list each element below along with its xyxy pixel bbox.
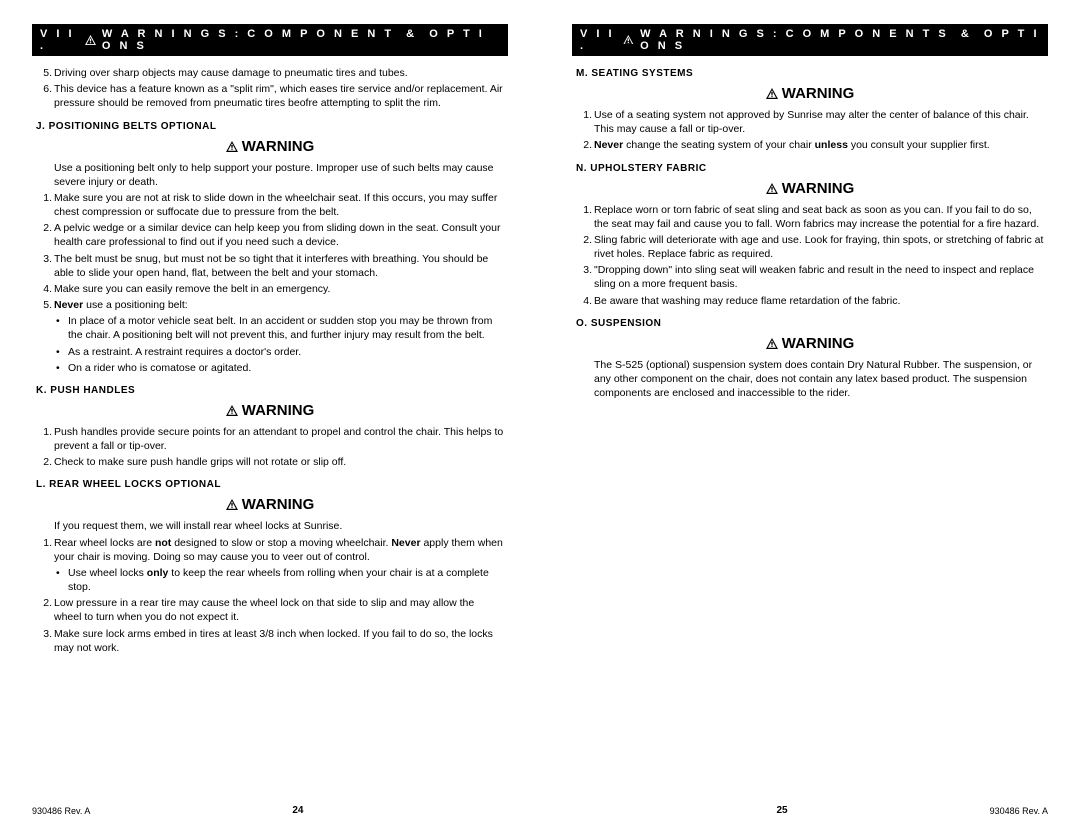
list-item: 1.Rear wheel locks are not designed to s… xyxy=(54,536,504,595)
section-o-intro: The S-525 (optional) suspension system d… xyxy=(576,358,1044,401)
list-item: 2.Check to make sure push handle grips w… xyxy=(54,455,504,469)
section-n-head: N. UPHOLSTERY FABRIC xyxy=(576,163,1044,174)
list-item: 6.This device has a feature known as a "… xyxy=(54,82,504,110)
section-o-head: O. SUSPENSION xyxy=(576,318,1044,329)
list-item: 2.Never change the seating system of you… xyxy=(594,138,1044,152)
j5-sublist: In place of a motor vehicle seat belt. I… xyxy=(54,314,504,375)
right-header-bar: V I I . W A R N I N G S : C O M P O N E … xyxy=(572,24,1048,56)
warning-triangle-icon xyxy=(623,35,634,46)
warning-label: WARNING xyxy=(36,496,504,513)
list-item: 3.The belt must be snug, but must not be… xyxy=(54,252,504,280)
warning-label: WARNING xyxy=(576,180,1044,197)
list-item: 2.A pelvic wedge or a similar device can… xyxy=(54,221,504,249)
list-item: 4.Make sure you can easily remove the be… xyxy=(54,282,504,296)
list-item: Use wheel locks only to keep the rear wh… xyxy=(68,566,504,594)
section-j-head: J. POSITIONING BELTS OPTIONAL xyxy=(36,121,504,132)
list-item: In place of a motor vehicle seat belt. I… xyxy=(68,314,504,342)
section-m-head: M. SEATING SYSTEMS xyxy=(576,68,1044,79)
warning-triangle-icon xyxy=(226,139,238,150)
l1-sublist: Use wheel locks only to keep the rear wh… xyxy=(54,566,504,594)
warning-label: WARNING xyxy=(36,138,504,155)
list-item: 1.Replace worn or torn fabric of seat sl… xyxy=(594,203,1044,231)
left-header-text: W A R N I N G S : C O M P O N E N T & O … xyxy=(102,28,500,52)
warning-triangle-icon xyxy=(766,336,778,347)
list-item: 5.Never use a positioning belt: In place… xyxy=(54,298,504,375)
warning-triangle-icon xyxy=(766,181,778,192)
section-l-intro: If you request them, we will install rea… xyxy=(36,519,504,533)
right-content: M. SEATING SYSTEMS WARNING 1.Use of a se… xyxy=(572,66,1048,797)
list-item: 1.Push handles provide secure points for… xyxy=(54,425,504,453)
left-content: 5.Driving over sharp objects may cause d… xyxy=(32,66,508,797)
right-page: V I I . W A R N I N G S : C O M P O N E … xyxy=(540,0,1080,834)
list-item: As a restraint. A restraint requires a d… xyxy=(68,345,504,359)
list-item: 2.Low pressure in a rear tire may cause … xyxy=(54,596,504,624)
right-footer: 25 930486 Rev. A xyxy=(572,805,1048,816)
warning-label: WARNING xyxy=(576,85,1044,102)
list-item: 1.Use of a seating system not approved b… xyxy=(594,108,1044,136)
footer-page-number: 25 xyxy=(777,805,788,816)
footer-rev: 930486 Rev. A xyxy=(990,806,1048,816)
list-item: 3.Make sure lock arms embed in tires at … xyxy=(54,627,504,655)
warning-triangle-icon xyxy=(85,35,96,46)
section-j-list: 1.Make sure you are not at risk to slide… xyxy=(36,191,504,375)
right-header-text: W A R N I N G S : C O M P O N E N T S & … xyxy=(640,28,1040,52)
warning-triangle-icon xyxy=(766,86,778,97)
section-k-list: 1.Push handles provide secure points for… xyxy=(36,425,504,470)
left-header-bar: V I I . W A R N I N G S : C O M P O N E … xyxy=(32,24,508,56)
footer-rev: 930486 Rev. A xyxy=(32,806,90,816)
section-l-head: L. REAR WHEEL LOCKS OPTIONAL xyxy=(36,479,504,490)
left-footer: 930486 Rev. A 24 xyxy=(32,805,508,816)
warning-triangle-icon xyxy=(226,403,238,414)
warning-label: WARNING xyxy=(576,335,1044,352)
list-item: 4.Be aware that washing may reduce flame… xyxy=(594,294,1044,308)
section-n-list: 1.Replace worn or torn fabric of seat sl… xyxy=(576,203,1044,308)
left-page: V I I . W A R N I N G S : C O M P O N E … xyxy=(0,0,540,834)
list-item: 5.Driving over sharp objects may cause d… xyxy=(54,66,504,80)
section-k-head: K. PUSH HANDLES xyxy=(36,385,504,396)
list-item: 2.Sling fabric will deteriorate with age… xyxy=(594,233,1044,261)
list-item: On a rider who is comatose or agitated. xyxy=(68,361,504,375)
section-m-list: 1.Use of a seating system not approved b… xyxy=(576,108,1044,153)
section-j-intro: Use a positioning belt only to help supp… xyxy=(36,161,504,189)
warning-label: WARNING xyxy=(36,402,504,419)
list-item: 1.Make sure you are not at risk to slide… xyxy=(54,191,504,219)
list-item: 3."Dropping down" into sling seat will w… xyxy=(594,263,1044,291)
warning-triangle-icon xyxy=(226,497,238,508)
top-continued-list: 5.Driving over sharp objects may cause d… xyxy=(36,66,504,111)
footer-page-number: 24 xyxy=(292,805,303,816)
section-l-list: 1.Rear wheel locks are not designed to s… xyxy=(36,536,504,655)
